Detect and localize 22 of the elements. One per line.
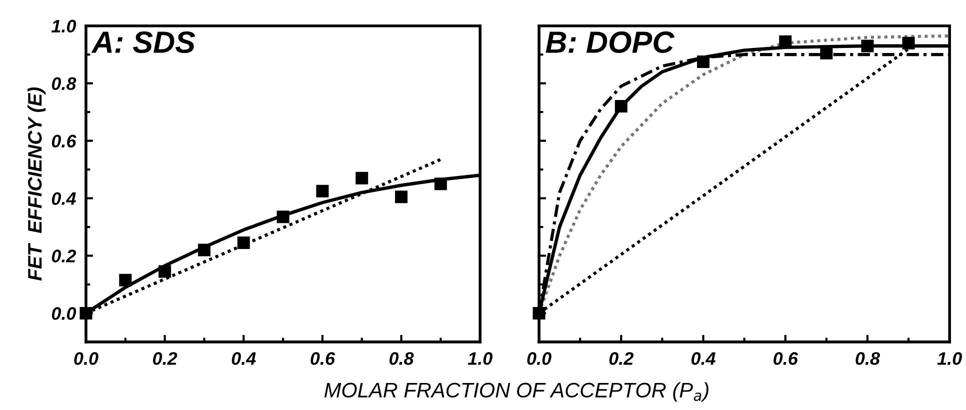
y-tick-label: 1.0 bbox=[51, 20, 76, 33]
x-tick-label: 1.0 bbox=[937, 352, 962, 365]
x-axis-title: MOLAR FRACTION OF ACCEPTOR (P$_{a}$) bbox=[324, 382, 708, 402]
x-tick-label: 0.0 bbox=[527, 352, 552, 365]
chart-title: A: SDS bbox=[91, 31, 196, 54]
x-tick-label: 0.8 bbox=[856, 352, 880, 365]
y-axis-title: FET EFFICIENCY (E) bbox=[27, 87, 46, 281]
y-tick-label: 0.2 bbox=[52, 250, 76, 262]
x-tick-label: 0.4 bbox=[232, 352, 256, 365]
chart-title: B: DOPC bbox=[546, 31, 675, 54]
y-tick-label: 0.0 bbox=[52, 307, 76, 320]
x-tick-label: 0.6 bbox=[310, 352, 336, 365]
y-tick-label: 0.4 bbox=[52, 192, 76, 205]
x-tick-label: 0.4 bbox=[691, 352, 716, 365]
x-tick-label: 0.2 bbox=[153, 352, 178, 365]
x-tick-label: 1.0 bbox=[468, 352, 492, 365]
x-tick-label: 0.2 bbox=[609, 352, 634, 365]
y-tick-label: 0.6 bbox=[52, 134, 76, 148]
x-tick-label: 0.8 bbox=[389, 352, 414, 365]
x-tick-label: 0.6 bbox=[774, 352, 798, 365]
y-tick-label: 0.8 bbox=[52, 77, 76, 90]
x-tick-label: 0.0 bbox=[74, 352, 98, 365]
